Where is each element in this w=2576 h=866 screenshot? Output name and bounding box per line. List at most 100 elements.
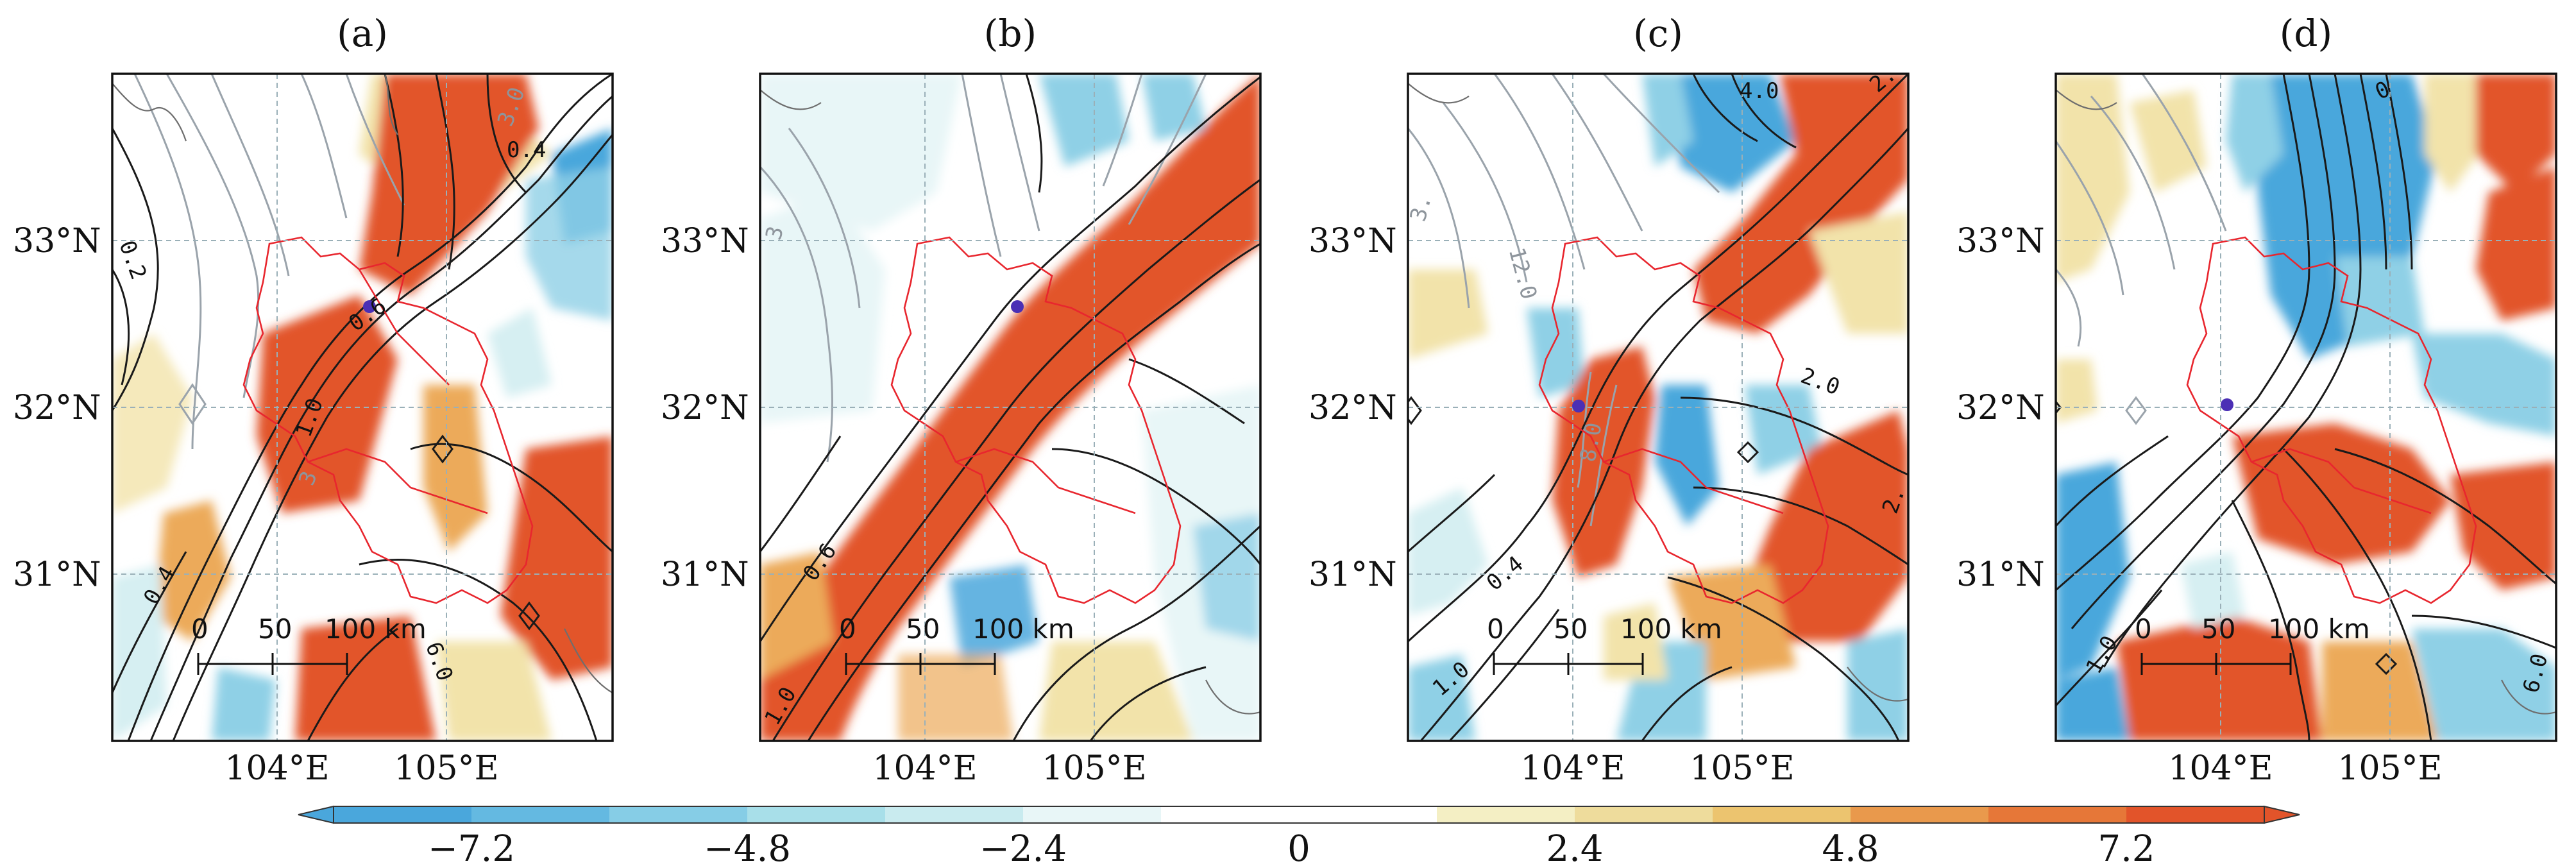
panel-d-title: (d) xyxy=(2280,12,2332,55)
panel-b-gridlines xyxy=(760,74,1260,741)
colorbar-cell xyxy=(1161,806,1300,823)
panel-b-location-marker xyxy=(1011,300,1024,313)
panel-c-xtick-105E: 105°E xyxy=(1690,749,1794,788)
colorbar-cell xyxy=(334,806,472,823)
panel-a-ytick-31N: 31°N xyxy=(13,556,101,594)
panel-b-grey-contours xyxy=(760,74,1207,463)
panel-b-title: (b) xyxy=(984,12,1037,55)
scale-label-0: 0 xyxy=(839,613,856,645)
colorbar: −7.2 −4.8 −2.4 0 2.4 4.8 7.2 xyxy=(298,805,2300,866)
panel-a-shading xyxy=(112,74,613,741)
panel-a-xtick-105E: 105°E xyxy=(394,749,498,788)
panel-a-ytick-32N: 32°N xyxy=(13,389,101,427)
panel-b: 0.6 1.0 3 0 50 100 km 33°N 32°N 31°N 104… xyxy=(661,72,1262,788)
colorbar-tick-label: −4.8 xyxy=(704,828,791,866)
colorbar-tick-label: 4.8 xyxy=(1822,828,1879,866)
panel-b-region-boundary xyxy=(890,236,1182,604)
panel-b-xtick-104E: 104°E xyxy=(872,749,977,788)
panel-b-ytick-31N: 31°N xyxy=(661,556,749,594)
panel-d-xtick-104E: 104°E xyxy=(2168,749,2273,788)
panel-c-location-marker xyxy=(1572,400,1585,412)
panel-c-scale-bar: 0 50 100 km xyxy=(1487,613,1722,675)
colorbar-cell xyxy=(1575,806,1713,823)
panel-d-ytick-33N: 33°N xyxy=(1956,222,2045,260)
panel-d-ytick-31N: 31°N xyxy=(1956,556,2045,594)
scale-label-100km: 100 km xyxy=(325,613,427,645)
panel-c-title: (c) xyxy=(1633,12,1683,55)
scale-label-100km: 100 km xyxy=(2268,613,2370,645)
panel-c-shading xyxy=(1408,74,1908,741)
panel-a-location-marker xyxy=(363,300,376,313)
panel-b-shading xyxy=(760,74,1260,741)
colorbar-cell xyxy=(1299,806,1437,823)
contour-label: 0.4 xyxy=(507,137,546,163)
panel-c-ytick-32N: 32°N xyxy=(1309,389,1397,427)
panel-d-gridlines xyxy=(2056,74,2556,741)
panel-a-ytick-33N: 33°N xyxy=(13,222,101,260)
colorbar-tick-label: −2.4 xyxy=(979,828,1067,866)
panel-a-xtick-104E: 104°E xyxy=(225,749,329,788)
scale-label-100km: 100 km xyxy=(972,613,1074,645)
panel-a-black-contours xyxy=(112,74,613,741)
panel-b-scale-bar: 0 50 100 km xyxy=(839,613,1074,675)
panel-c-grey-contours xyxy=(1408,74,1720,527)
panel-a-scale-bar: 0 50 100 km xyxy=(191,613,427,675)
colorbar-cell xyxy=(747,806,886,823)
panel-c-region-boundary xyxy=(1538,236,1829,604)
colorbar-cell xyxy=(1988,806,2127,823)
panel-d-region-boundary xyxy=(2186,236,2477,604)
panel-b-ytick-32N: 32°N xyxy=(661,389,749,427)
panel-d: 0 1.0 6.0 0 50 100 km 33°N 32°N 31°N 104… xyxy=(1956,72,2557,788)
scale-label-0: 0 xyxy=(2135,613,2152,645)
panel-c-ytick-31N: 31°N xyxy=(1309,556,1397,594)
panel-b-frame xyxy=(759,72,1262,742)
panel-d-ytick-32N: 32°N xyxy=(1956,389,2045,427)
panel-c-ytick-33N: 33°N xyxy=(1309,222,1397,260)
colorbar-cell xyxy=(1023,806,1162,823)
scale-label-0: 0 xyxy=(1487,613,1504,645)
scale-label-100km: 100 km xyxy=(1620,613,1722,645)
panel-d-scale-bar: 0 50 100 km xyxy=(2135,613,2370,675)
panel-c-rivers xyxy=(1408,83,1908,702)
panel-d-black-contours xyxy=(2056,74,2556,741)
scale-label-50: 50 xyxy=(906,613,940,645)
panel-c: 4.0 2. 2.0 0.4 1.0 2. 12.0 3. 8.0 0 50 1… xyxy=(1309,61,1910,788)
scale-label-50: 50 xyxy=(1554,613,1588,645)
panel-a-region-boundary xyxy=(242,236,534,604)
panel-c-black-contours xyxy=(1408,74,1908,741)
colorbar-tick-label: 0 xyxy=(1287,828,1310,866)
panel-a-title: (a) xyxy=(337,12,388,55)
colorbar-cells xyxy=(334,806,2265,823)
panel-a: 0.4 0.2 0.6 1.0 0.4 6.0 3.0 3 0 50 100 k… xyxy=(13,72,614,788)
colorbar-tick-label: −7.2 xyxy=(428,828,515,866)
panel-b-rivers xyxy=(760,89,1260,715)
colorbar-ticks: −7.2 −4.8 −2.4 0 2.4 4.8 7.2 xyxy=(428,828,2155,866)
colorbar-tick-label: 7.2 xyxy=(2097,828,2155,866)
colorbar-cell xyxy=(2126,806,2265,823)
panel-d-frame xyxy=(2055,72,2557,742)
contour-label: 4.0 xyxy=(1740,78,1779,104)
panel-c-xtick-104E: 104°E xyxy=(1520,749,1625,788)
panel-a-rivers xyxy=(112,74,613,693)
panel-d-xtick-105E: 105°E xyxy=(2337,749,2442,788)
colorbar-frame xyxy=(333,806,2265,824)
panel-c-frame xyxy=(1407,72,1910,742)
colorbar-min-extension xyxy=(298,805,334,824)
panel-a-gridlines xyxy=(112,74,613,741)
colorbar-cell xyxy=(885,806,1024,823)
panel-b-black-contours xyxy=(760,74,1260,741)
panel-d-shading xyxy=(2056,74,2556,741)
panel-a-frame xyxy=(111,72,614,742)
colorbar-max-extension xyxy=(2264,805,2300,824)
scale-label-50: 50 xyxy=(2201,613,2235,645)
colorbar-tick-label: 2.4 xyxy=(1546,828,1603,866)
colorbar-cell xyxy=(1713,806,1851,823)
scale-label-0: 0 xyxy=(191,613,208,645)
panel-b-xtick-105E: 105°E xyxy=(1042,749,1146,788)
colorbar-cell xyxy=(1851,806,1989,823)
panel-d-rivers xyxy=(2056,89,2556,715)
colorbar-cell xyxy=(1437,806,1575,823)
scale-label-50: 50 xyxy=(258,613,292,645)
panel-b-ytick-33N: 33°N xyxy=(661,222,749,260)
